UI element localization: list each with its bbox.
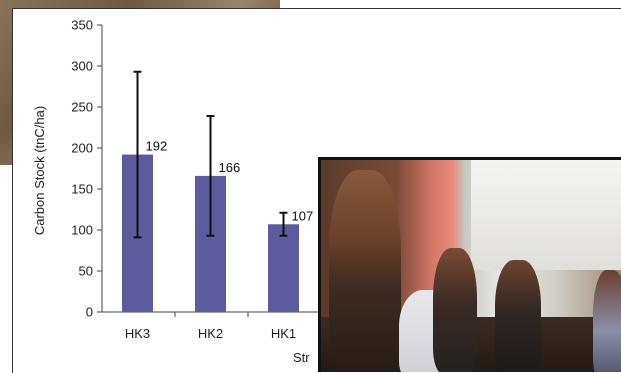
data-label-hk1: 107 [292, 208, 314, 223]
y-tick-label: 300 [71, 59, 93, 74]
y-tick-label: 150 [71, 182, 93, 197]
people-photo [318, 157, 621, 372]
x-tick-label-hk3: HK3 [125, 326, 150, 341]
y-tick-label: 350 [71, 18, 93, 33]
x-tick-label-hk2: HK2 [198, 326, 223, 341]
data-label-hk3: 192 [146, 139, 168, 154]
carbon-stock-bar-chart: 0 50 100 150 200 250 300 350 Carbon Stock (tnC/h… [32, 18, 621, 365]
x-axis-title: Str [293, 350, 310, 365]
y-axis-title: Carbon Stock (tnC/ha) [32, 106, 47, 235]
data-label-hk2: 166 [219, 160, 241, 175]
y-tick-label: 50 [79, 264, 93, 279]
y-tick-label: 100 [71, 223, 93, 238]
bar-hk1 [268, 224, 299, 312]
y-tick-label: 0 [86, 305, 93, 320]
x-tick-label-hk1: HK1 [271, 326, 296, 341]
y-tick-label: 200 [71, 141, 93, 156]
y-tick-label: 250 [71, 100, 93, 115]
